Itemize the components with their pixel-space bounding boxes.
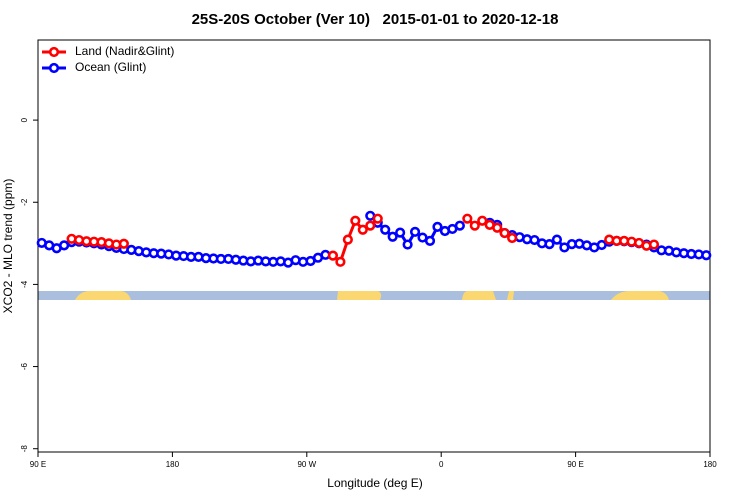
legend-label: Land (Nadir&Glint) (75, 44, 174, 58)
series-point (118, 238, 129, 249)
x-tick-label: 90 E (30, 460, 46, 469)
series-point (380, 224, 391, 235)
series-point (507, 232, 518, 244)
series-point (499, 227, 510, 239)
series-point (327, 250, 339, 261)
legend: Land (Nadir&Glint) Ocean (Glint) (42, 44, 174, 74)
land-strip (462, 291, 496, 300)
land-strip (611, 291, 669, 300)
x-tick-label: 90 W (297, 460, 316, 469)
y-tick-label: -4 (20, 280, 29, 288)
series-point (551, 234, 563, 245)
y-tick-label: -6 (20, 362, 29, 370)
series-point (454, 220, 465, 231)
series-point (372, 213, 383, 224)
x-tick-label: 180 (703, 460, 717, 469)
land-strip (507, 291, 514, 300)
y-tick-label: -2 (20, 198, 29, 206)
series-point (365, 220, 376, 231)
x-tick-label: 90 E (567, 460, 583, 469)
series-point (477, 215, 488, 226)
x-tick-label: 180 (166, 460, 180, 469)
y-tick-label: -8 (20, 445, 29, 453)
series-point (387, 231, 398, 242)
series-point (648, 239, 660, 250)
legend-marker (48, 62, 60, 74)
land-strip (75, 291, 131, 300)
y-tick-label: 0 (20, 117, 29, 122)
chart-title: 25S-20S October (Ver 10) 2015-01-01 to 2… (192, 11, 559, 28)
series-point (335, 256, 346, 267)
legend-marker (48, 46, 60, 58)
series-point (342, 234, 353, 245)
y-axis-label: XCO2 - MLO trend (ppm) (1, 179, 15, 314)
series-point (350, 215, 361, 226)
series-point (462, 213, 473, 224)
series-point (544, 239, 555, 250)
series-point (409, 226, 421, 237)
series-point (701, 250, 712, 261)
series-point (432, 221, 443, 232)
land-ocean-strip (38, 291, 710, 300)
x-axis-label: Longitude (deg E) (327, 476, 422, 490)
series-point (402, 239, 413, 250)
x-tick-label: 0 (439, 460, 444, 469)
series-point (395, 227, 406, 238)
series-point (492, 222, 503, 233)
series-point (424, 235, 436, 246)
series-point (469, 220, 480, 231)
land-strip (337, 291, 382, 300)
legend-label: Ocean (Glint) (75, 60, 146, 74)
series-point (357, 224, 368, 235)
